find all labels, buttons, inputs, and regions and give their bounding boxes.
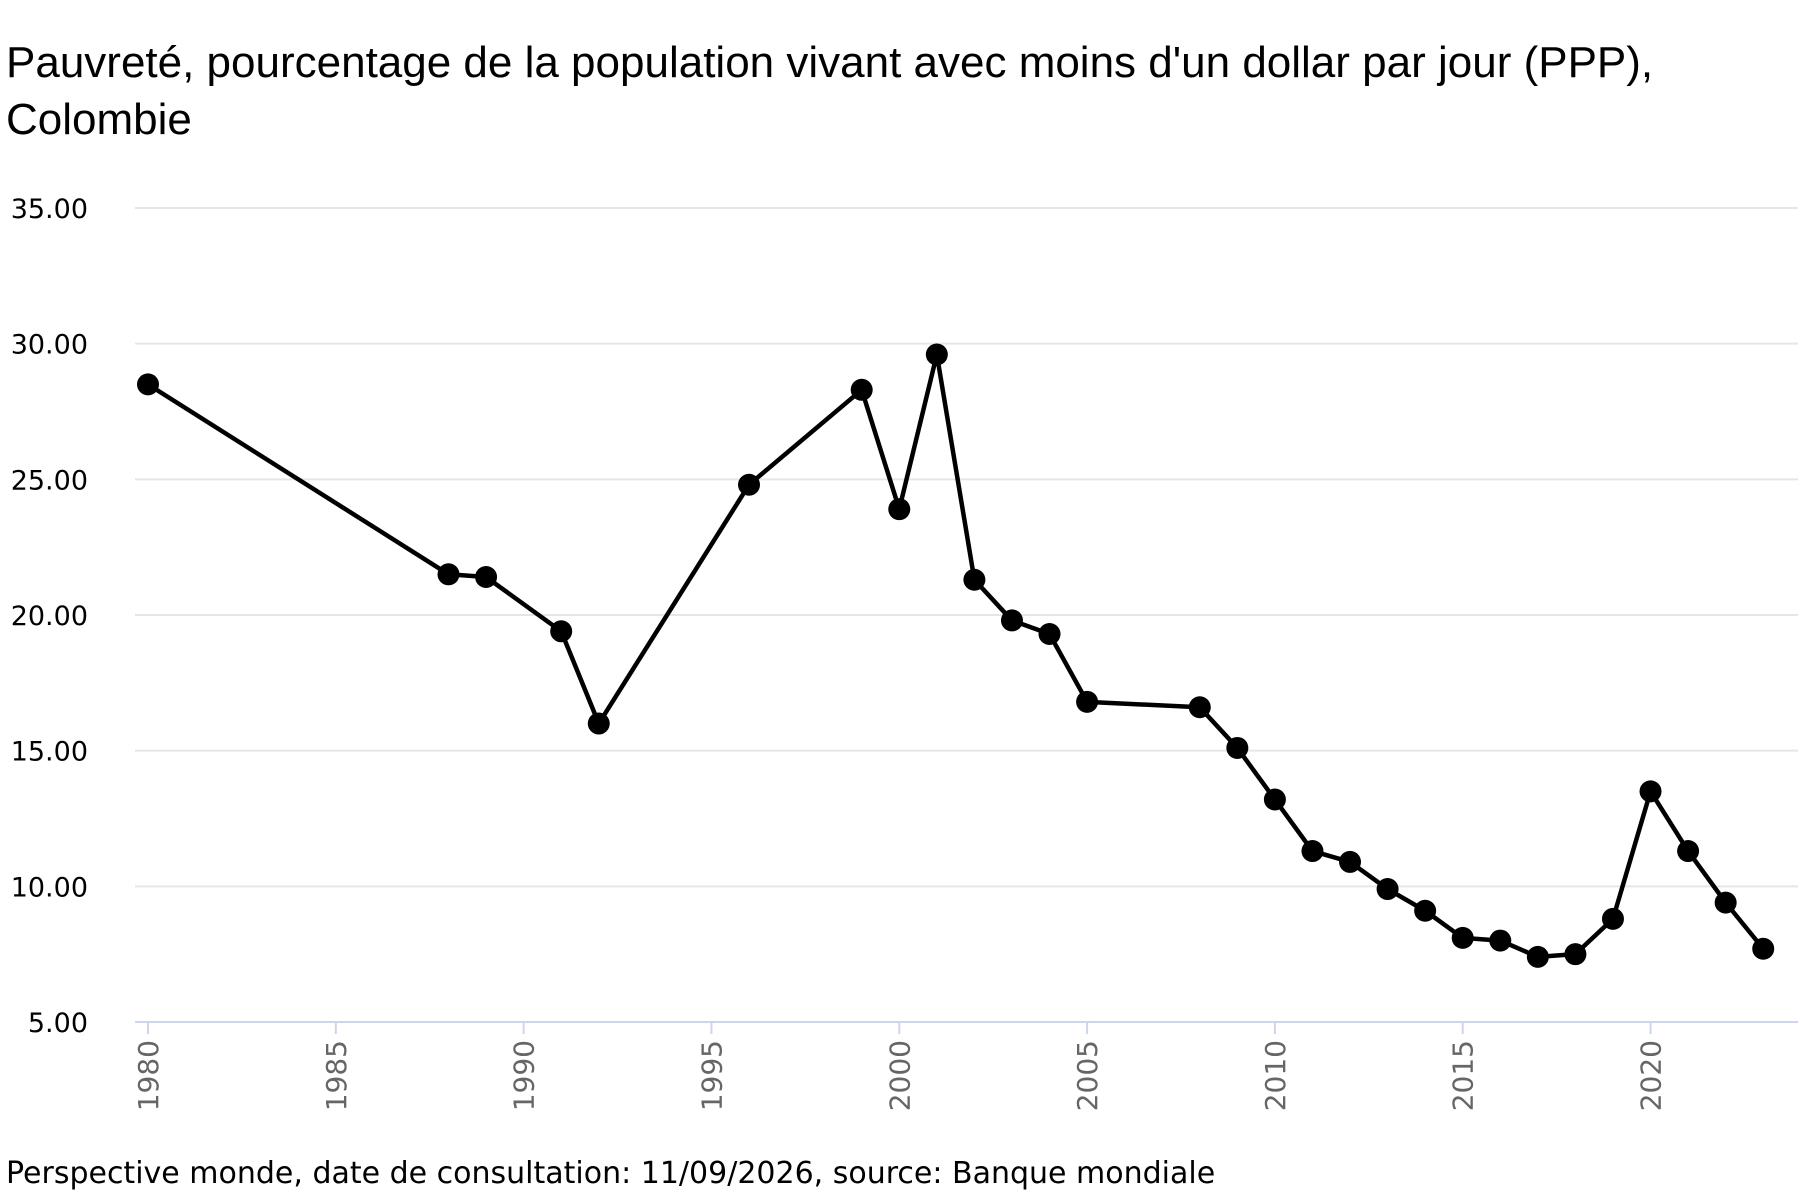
x-tick-label: 2005	[1071, 1040, 1104, 1111]
data-point[interactable]	[738, 473, 761, 496]
data-point[interactable]	[1263, 788, 1286, 811]
x-tick-label: 1980	[132, 1040, 165, 1111]
x-tick-label: 1990	[508, 1040, 541, 1111]
data-point[interactable]	[1564, 943, 1587, 966]
data-point[interactable]	[1414, 899, 1437, 922]
x-axis	[135, 1021, 1798, 1034]
data-point[interactable]	[963, 568, 986, 591]
data-point[interactable]	[1376, 878, 1399, 901]
series-line	[146, 352, 1765, 960]
data-point[interactable]	[1226, 736, 1249, 759]
data-point[interactable]	[850, 378, 873, 401]
y-tick-label: 10.00	[11, 872, 88, 903]
data-point[interactable]	[1601, 907, 1624, 930]
series-poverty	[137, 343, 1775, 968]
data-point[interactable]	[925, 343, 948, 366]
y-tick-label: 35.00	[11, 194, 88, 225]
y-tick-label: 20.00	[11, 601, 88, 632]
x-tick-label: 1985	[320, 1040, 353, 1111]
y-tick-label: 25.00	[11, 465, 88, 496]
data-point[interactable]	[1639, 780, 1662, 803]
data-point[interactable]	[1301, 840, 1324, 863]
x-tick-label: 2000	[883, 1040, 916, 1111]
data-point[interactable]	[1188, 696, 1211, 719]
y-tick-label: 30.00	[11, 330, 88, 361]
data-point[interactable]	[1489, 929, 1512, 952]
data-point[interactable]	[1076, 690, 1099, 713]
y-axis-tick-labels: 5.00 10.00 15.00 20.00 25.00 30.00 35.00	[11, 194, 88, 1039]
x-tick-label: 2010	[1259, 1040, 1292, 1111]
source-note: Perspective monde, date de consultation:…	[6, 1156, 1216, 1191]
data-point[interactable]	[587, 712, 610, 735]
data-point[interactable]	[1038, 622, 1061, 645]
y-tick-label: 5.00	[28, 1008, 88, 1039]
data-point[interactable]	[1000, 609, 1023, 632]
data-point[interactable]	[137, 373, 159, 396]
data-point[interactable]	[888, 498, 911, 521]
data-point[interactable]	[550, 620, 573, 643]
data-point[interactable]	[1677, 840, 1700, 863]
x-tick-label: 2020	[1635, 1040, 1668, 1111]
y-tick-label: 15.00	[11, 737, 88, 768]
data-point[interactable]	[1752, 937, 1775, 960]
data-point[interactable]	[1714, 891, 1737, 914]
data-point[interactable]	[1451, 926, 1474, 949]
data-point[interactable]	[475, 566, 498, 589]
chart-title: Pauvreté, pourcentage de la population v…	[6, 38, 1654, 144]
data-point[interactable]	[437, 563, 460, 586]
x-tick-label: 1995	[695, 1040, 728, 1111]
data-point[interactable]	[1339, 850, 1362, 873]
data-point[interactable]	[1526, 945, 1549, 968]
gridlines	[135, 207, 1798, 888]
x-tick-label: 2015	[1447, 1040, 1480, 1111]
x-axis-tick-labels: 1980 1985 1990 1995 2000 2005 2010 2015 2020	[132, 1040, 1668, 1111]
